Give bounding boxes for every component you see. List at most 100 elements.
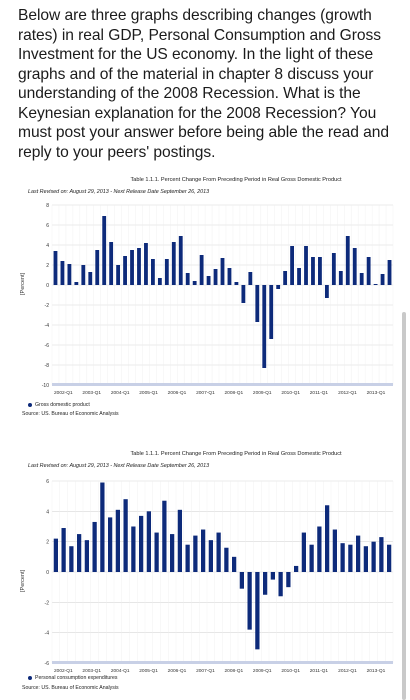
x-tick-label: 2004-Q1 (111, 390, 130, 396)
bar (224, 547, 229, 572)
y-tick-label: -8 (45, 363, 50, 369)
bar (231, 556, 237, 572)
bar (102, 216, 107, 285)
bar (216, 532, 221, 572)
bar (304, 246, 308, 285)
legend: Personal consumption expenditures (28, 675, 117, 681)
bar (144, 243, 148, 285)
y-tick-label: -4 (45, 631, 50, 637)
bar (366, 257, 371, 285)
bar (123, 256, 127, 285)
bar (131, 526, 136, 572)
bar (355, 535, 361, 572)
y-tick-label: 2 (46, 263, 49, 269)
x-tick-label: 2006-Q1 (168, 390, 187, 396)
bar (171, 242, 176, 285)
bar (359, 273, 364, 285)
bar (115, 509, 121, 572)
bar (150, 259, 155, 285)
y-tick-label: -4 (45, 323, 50, 329)
bar (286, 572, 291, 588)
y-tick-label: 0 (46, 570, 49, 576)
bar (53, 251, 58, 285)
x-tick-label: 2012-Q1 (338, 668, 357, 674)
bar (116, 265, 121, 285)
bar (177, 509, 183, 572)
bar (154, 532, 159, 572)
chart-subtitle: Last Revised on: August 29, 2013 - Next … (28, 189, 210, 195)
legend-marker (28, 403, 32, 407)
bar (193, 535, 198, 572)
bar (234, 282, 239, 285)
chart-subtitle: Last Revised on: August 29, 2013 - Next … (28, 463, 210, 469)
bar (301, 532, 307, 572)
legend: Gross domestic product (28, 402, 90, 408)
bar (84, 540, 90, 572)
x-tick-label: 2007-Q1 (196, 390, 215, 396)
bar (213, 269, 218, 285)
bar (270, 572, 276, 580)
x-tick-label: 2007-Q1 (196, 668, 215, 674)
bar (387, 260, 392, 285)
x-tick-label: 2003-Q1 (82, 668, 101, 674)
bar (146, 511, 152, 572)
y-tick-label: -2 (45, 303, 50, 309)
y-tick-label: 6 (46, 479, 49, 485)
bar (332, 529, 338, 572)
y-tick-label: 4 (46, 243, 49, 249)
bar (81, 265, 86, 285)
bar (185, 544, 190, 572)
source-note: Source: US. Bureau of Economic Analysis (22, 411, 119, 417)
bar (283, 271, 288, 285)
bar (348, 544, 353, 572)
bar (192, 281, 197, 285)
bar (340, 543, 345, 572)
bar (247, 572, 252, 630)
bar (162, 500, 167, 572)
x-tick-label: 2003-Q1 (82, 390, 101, 396)
x-tick-label: 2006-Q1 (168, 668, 187, 674)
pce-plot: 6 4 2 0 -2 -4 -6 2002-Q1 2003-Q1 2004-Q1 2005-Q1 20… (45, 479, 394, 674)
bar (200, 529, 206, 572)
x-tick-label: 2005-Q1 (139, 668, 158, 674)
y-tick-label: -2 (45, 600, 50, 606)
bar (88, 272, 93, 285)
x-tick-label: 2002-Q1 (54, 668, 73, 674)
scrollbar[interactable] (402, 312, 406, 700)
y-tick-label: -6 (45, 343, 50, 349)
x-axis-band (52, 661, 393, 664)
bar (363, 546, 369, 572)
x-tick-label: 2002-Q1 (54, 390, 73, 396)
bar (324, 285, 329, 298)
gdp-plot: 8 6 4 2 0 -2 -4 -6 -8 -10 2002-Q1 2003-Q1 2004-Q1 200… (42, 203, 394, 396)
bar (185, 273, 190, 285)
x-tick-label: 2010-Q1 (281, 390, 300, 396)
bar (109, 242, 114, 285)
y-tick-label: 0 (46, 283, 49, 289)
x-tick-label: 2013-Q1 (367, 390, 386, 396)
bar (317, 526, 322, 572)
bar (157, 278, 162, 285)
y-tick-label: 2 (46, 540, 49, 546)
bar (278, 572, 283, 597)
bar (338, 271, 343, 285)
legend-marker (28, 676, 32, 680)
bar (53, 538, 59, 572)
bar (206, 276, 211, 285)
bar (255, 572, 260, 650)
x-tick-label: 2008-Q1 (225, 390, 244, 396)
legend-label: Personal consumption expenditures (35, 675, 118, 681)
bar (60, 261, 65, 285)
x-tick-label: 2004-Q1 (111, 668, 130, 674)
bar (324, 505, 330, 572)
bar (386, 544, 392, 572)
bar (199, 255, 204, 285)
bar (239, 572, 245, 589)
x-tick-label: 2011-Q1 (310, 390, 329, 396)
y-axis-label: [Percent] (20, 272, 26, 295)
bar (297, 268, 301, 285)
bar (61, 528, 66, 572)
bar (67, 264, 72, 285)
legend-label: Gross domestic product (35, 402, 90, 408)
bar (220, 258, 225, 285)
